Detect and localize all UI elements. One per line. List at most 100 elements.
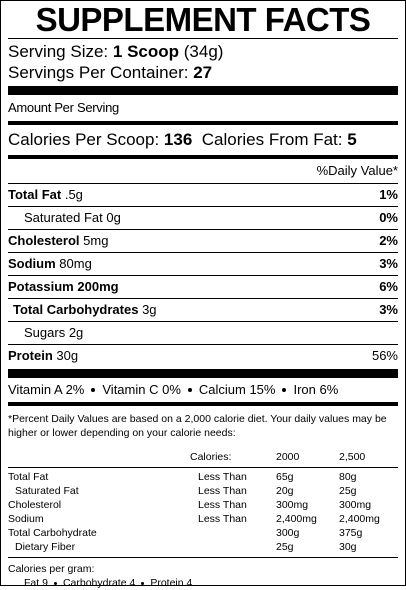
amount: 5mg [83,233,109,248]
qualifier: Less Than [198,499,247,511]
name: Sodium [8,256,56,271]
amount: 0g [106,210,121,225]
fat-value: 5 [347,130,357,149]
label: Calories: [190,451,232,463]
servings: Servings Per Container: 27 [8,62,398,83]
value: 25g [276,541,294,553]
name: Total Carbohydrates [13,302,139,317]
value: 375g [339,527,363,539]
separator [282,388,287,392]
name: Cholesterol [8,233,80,248]
reference-table: Total Fat Less Than 65g 80g Saturated Fat Les… [8,470,398,554]
value: 300mg [339,499,372,511]
value: 2,400mg [339,513,380,525]
divider [8,402,398,406]
daily-value-header: %Daily Value* [316,163,398,178]
dv: 56% [371,348,398,363]
thick-bar [8,86,398,95]
amount: 3g [142,302,157,317]
nutrient-row: Potassium 200mg 6% [8,275,398,298]
separator [187,388,192,392]
dv: 3% [379,256,398,271]
vitamin: Iron 6% [293,382,339,397]
name: Sodium [8,513,44,525]
table-row: Sodium Less Than 2,400mg 2,400mg [8,512,398,526]
amount: 2g [68,325,84,340]
label: Serving Size: [8,42,109,61]
weight: (34g) [183,42,224,61]
vitamin: Vitamin A 2% [8,382,85,397]
name: Saturated Fat [15,485,79,497]
vitamin: Vitamin C 0% [102,382,181,397]
nutrient-row: Cholesterol 5mg 2% [8,229,398,252]
calories-per-gram-label: Calories per gram: [8,563,95,575]
qualifier: Less Than [198,485,247,497]
calories-per-gram: Fat 9 Carbohydrate 4 Protein 4 [8,576,398,590]
vitamins: Vitamin A 2% Vitamin C 0% Calcium 15% Ir… [8,378,398,402]
qualifier: Less Than [198,513,247,525]
value: 27 [193,63,213,82]
table-row: Saturated Fat Less Than 20g 25g [8,484,398,498]
value: 300g [276,527,300,539]
column: 2,500 [339,451,366,463]
name: Potassium [8,279,74,294]
divider [8,121,398,125]
title: SUPPLEMENT FACTS [35,1,371,38]
amount: 80mg [59,256,92,271]
divider [8,38,398,39]
dv: 0% [379,210,398,225]
table-row: Cholesterol Less Than 300mg 300mg [8,498,398,512]
vitamin: Calcium 15% [198,382,276,397]
table-row: Total Fat Less Than 65g 80g [8,470,398,484]
value: 300mg [276,499,309,511]
nutrient-row: Sugars 2g [8,321,398,344]
name: Total Fat [8,471,49,483]
name: Cholesterol [8,499,62,511]
amount: .5g [64,187,83,202]
nutrient-row: Saturated Fat 0g 0% [8,206,398,229]
nutrient-row: Sodium 80mg 3% [8,252,398,275]
amount: 30g [56,348,79,363]
item: Fat 9 [24,577,48,589]
name: Sugars [24,325,66,340]
divider [8,155,398,159]
qualifier: Less Than [198,471,247,483]
table-header: Calories: 2000 2,500 [8,450,398,464]
fat-label: Calories From Fat: [201,130,343,149]
item: Protein 4 [150,577,193,589]
value: 30g [339,541,357,553]
name: Saturated Fat [24,210,103,225]
separator [141,581,145,585]
name: Protein [8,348,53,363]
table-row: Total Carbohydrate 300g 375g [8,526,398,540]
value: 80g [339,471,357,483]
item: Carbohydrate 4 [62,577,136,589]
name: Dietary Fiber [15,541,76,553]
name: Total Carbohydrate [8,527,97,539]
value: 2,400mg [276,513,317,525]
calories: Calories Per Scoop: 136 Calories From Fa… [8,125,398,155]
value: 136 [163,130,193,149]
serving-size: Serving Size: 1 Scoop (34g) [8,41,398,62]
separator [91,388,96,392]
label: Servings Per Container: [8,63,189,82]
amount: 200mg [77,279,119,294]
dv: 3% [379,302,398,317]
column: 2000 [276,451,300,463]
footnote: *Percent Daily Values are based on a 2,0… [8,413,387,439]
divider [8,557,398,558]
nutrient-row: Total Carbohydrates 3g 3% [8,298,398,321]
dv: 1% [379,187,398,202]
label: Calories Per Scoop: [8,130,160,149]
dv: 2% [379,233,398,248]
value: 25g [339,485,357,497]
dv: 6% [379,279,398,294]
separator [53,581,57,585]
value: 1 Scoop [112,42,180,61]
nutrient-row: Total Fat .5g 1% [8,183,398,206]
name: Total Fat [8,187,62,202]
divider [8,467,398,468]
nutrient-row: Protein 30g 56% [8,344,398,367]
